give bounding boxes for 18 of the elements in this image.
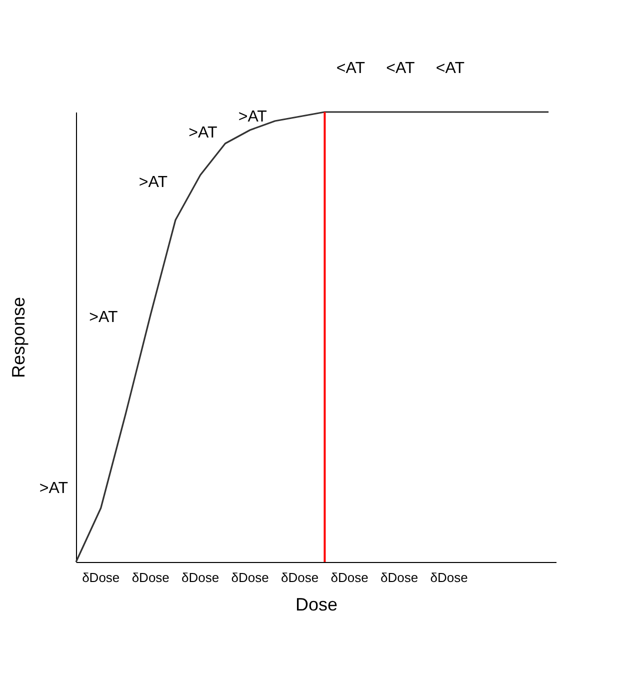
text: δDose xyxy=(430,570,468,585)
text: δDose xyxy=(82,570,120,585)
annotation: >AT xyxy=(188,124,218,142)
text: δDose xyxy=(380,570,418,585)
text: δDose xyxy=(231,570,269,585)
text: δDose xyxy=(281,570,319,585)
text: δDose xyxy=(132,570,170,585)
annotation: >AT xyxy=(138,174,168,191)
text: δDose xyxy=(330,570,368,585)
text: <AT xyxy=(386,60,415,77)
annotation: >AT xyxy=(238,108,268,126)
text: <AT xyxy=(336,60,366,77)
text: δDose xyxy=(182,570,220,585)
text: >AT xyxy=(39,480,68,497)
x-axis-title: Dose xyxy=(295,594,338,614)
annotation: >AT xyxy=(89,308,118,326)
y-axis-title: Response xyxy=(8,296,28,378)
text: <AT xyxy=(436,60,465,77)
